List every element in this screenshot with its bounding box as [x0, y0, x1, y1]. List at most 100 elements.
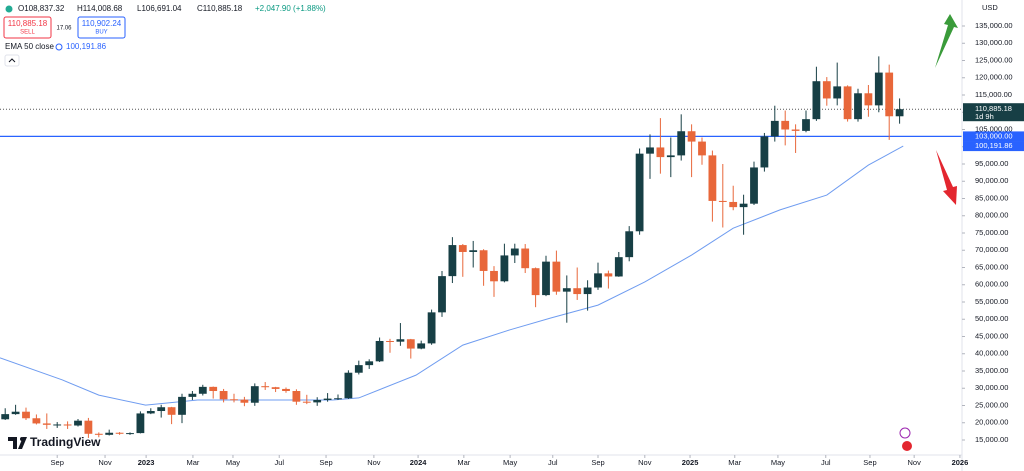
x-tick-label: Sep [319, 458, 332, 467]
y-tick-label: 120,000.00 [975, 73, 1013, 82]
candle-body [864, 93, 873, 106]
x-tick-label: Jul [821, 458, 831, 467]
candle-body [11, 411, 20, 415]
event-icon[interactable] [902, 441, 912, 451]
spread: 17.06 [56, 26, 72, 32]
candle-body [198, 386, 207, 394]
candle-body [770, 120, 779, 137]
candle-body [854, 93, 862, 120]
y-tick-label: 85,000.00 [975, 193, 1008, 202]
candle-body [63, 424, 72, 426]
y-tick-label: 90,000.00 [975, 176, 1008, 185]
candle-body [594, 273, 602, 288]
candle-body [313, 399, 322, 403]
candle-body [375, 340, 384, 362]
y-tick-label: 75,000.00 [975, 228, 1008, 237]
candle-body [614, 257, 623, 277]
x-tick-label: Jul [548, 458, 558, 467]
level-label: 103,000.00 [975, 131, 1013, 140]
candle-body [250, 386, 259, 403]
x-tick-label: 2024 [410, 458, 428, 467]
candle-body [562, 288, 571, 292]
candle-body [718, 200, 727, 202]
candle-body [802, 119, 810, 131]
candle-body [427, 312, 436, 344]
ema-settings-icon[interactable] [55, 43, 63, 51]
candle-body [573, 288, 582, 295]
candle-body [885, 72, 894, 117]
y-tick-label: 55,000.00 [975, 297, 1008, 306]
down-arrow [936, 150, 957, 205]
ohlc-close: C110,885.18 [197, 4, 243, 13]
x-tick-label: May [226, 458, 240, 467]
x-tick-label: Sep [863, 458, 876, 467]
candle-body [157, 407, 166, 412]
event-icon[interactable] [899, 427, 911, 439]
candle-body [406, 339, 415, 349]
candle-body [32, 418, 41, 424]
candle-body [646, 147, 654, 154]
collapse-icon [8, 58, 16, 63]
candle-body [354, 365, 363, 373]
candle-body [542, 261, 550, 296]
ema-label: 100,191.86 [975, 141, 1013, 150]
candle-body [53, 424, 62, 426]
y-tick-label: 40,000.00 [975, 349, 1008, 358]
candle-body [625, 231, 634, 258]
x-tick-label: Nov [98, 458, 112, 467]
candle-body [895, 109, 904, 117]
logo-text: TradingView [30, 435, 101, 449]
candle-body [604, 273, 613, 277]
ema-tag [963, 141, 1024, 152]
candle-body [94, 433, 103, 435]
candle-body [458, 245, 467, 252]
buy-label: BUY [95, 30, 107, 36]
candle-body [510, 248, 519, 256]
buy-button[interactable] [77, 16, 126, 39]
y-tick-label: 50,000.00 [975, 314, 1008, 323]
candle-body [386, 340, 394, 342]
candle-body [833, 86, 842, 99]
sell-button[interactable] [3, 16, 52, 39]
x-tick-label: Mar [186, 458, 199, 467]
candle-body [1, 414, 10, 420]
y-tick-label: 130,000.00 [975, 38, 1013, 47]
y-tick-label: 115,000.00 [975, 90, 1012, 99]
candle-body [417, 343, 426, 349]
legend: O108,837.32 H114,008.68 L106,691.04 C110… [3, 4, 326, 67]
x-tick-label: Nov [907, 458, 921, 467]
candle-body [219, 391, 228, 400]
x-tick-label: May [771, 458, 785, 467]
x-tick-label: Nov [367, 458, 381, 467]
y-tick-label: 65,000.00 [975, 262, 1008, 271]
collapse-button[interactable] [4, 54, 20, 67]
y-tick-label: 60,000.00 [975, 280, 1008, 289]
y-tick-label: 105,000.00 [975, 124, 1013, 133]
candle-body [552, 261, 561, 292]
y-tick-label: 30,000.00 [975, 383, 1008, 392]
candle-body [136, 413, 145, 434]
candle-body [822, 81, 831, 99]
candle-body [708, 155, 717, 201]
candle-body [521, 248, 530, 269]
status-dot [5, 5, 13, 13]
candle-body [344, 372, 353, 399]
countdown: 1d 9h [975, 112, 994, 121]
x-tick-label: Sep [51, 458, 64, 467]
candle-body [323, 398, 332, 400]
candle-body [698, 141, 706, 156]
x-tick-label: 2026 [952, 458, 969, 467]
candle-body [42, 423, 51, 425]
candle-body [230, 399, 238, 401]
level-tag [963, 131, 1024, 142]
y-tick-label: 15,000.00 [975, 435, 1008, 444]
candle-body [84, 420, 93, 434]
currency: USD [982, 3, 998, 12]
y-tick-label: 20,000.00 [975, 418, 1008, 427]
candle-body [656, 147, 665, 158]
candle-body [677, 131, 686, 156]
candle-body [729, 201, 738, 208]
logo: TradingView [8, 435, 101, 449]
